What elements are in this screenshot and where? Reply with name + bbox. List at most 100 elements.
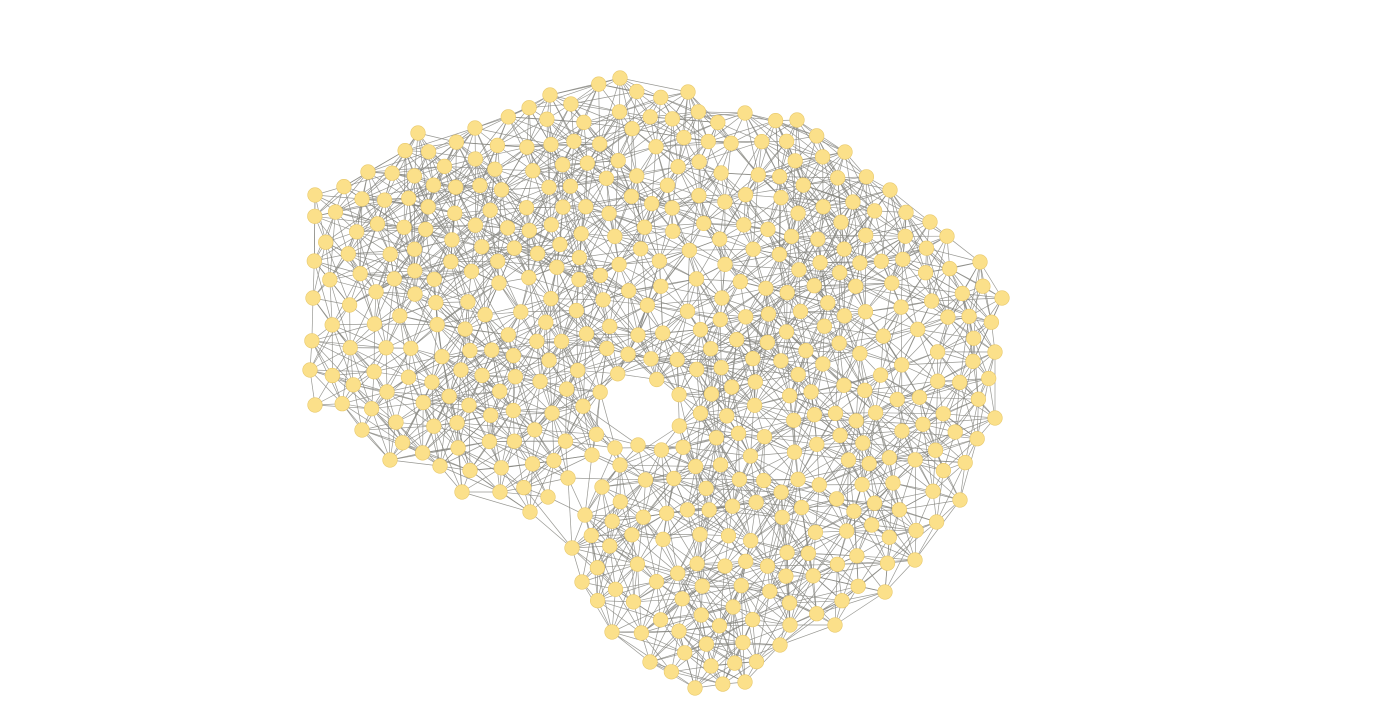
graph-node[interactable] bbox=[723, 135, 739, 151]
graph-node[interactable] bbox=[717, 558, 733, 574]
graph-node[interactable] bbox=[453, 362, 469, 378]
graph-node[interactable] bbox=[378, 340, 394, 356]
graph-node[interactable] bbox=[425, 177, 442, 193]
graph-node[interactable] bbox=[829, 556, 846, 572]
graph-node[interactable] bbox=[735, 634, 751, 651]
graph-node[interactable] bbox=[436, 158, 453, 174]
graph-node[interactable] bbox=[382, 452, 398, 468]
graph-node[interactable] bbox=[815, 199, 831, 215]
graph-node[interactable] bbox=[747, 374, 763, 390]
graph-node[interactable] bbox=[543, 136, 559, 153]
graph-node[interactable] bbox=[415, 445, 431, 461]
graph-node[interactable] bbox=[748, 653, 765, 670]
graph-node[interactable] bbox=[791, 262, 807, 278]
graph-node[interactable] bbox=[543, 217, 559, 233]
graph-node[interactable] bbox=[541, 179, 557, 195]
graph-node[interactable] bbox=[467, 217, 484, 233]
graph-node[interactable] bbox=[655, 325, 671, 341]
graph-node[interactable] bbox=[652, 612, 669, 628]
graph-node[interactable] bbox=[759, 558, 776, 574]
graph-node[interactable] bbox=[773, 190, 789, 206]
graph-node[interactable] bbox=[583, 527, 599, 544]
graph-node[interactable] bbox=[505, 348, 522, 364]
graph-node[interactable] bbox=[424, 374, 440, 390]
graph-node[interactable] bbox=[898, 204, 914, 220]
graph-node[interactable] bbox=[696, 215, 712, 231]
graph-node[interactable] bbox=[688, 271, 705, 287]
graph-node[interactable] bbox=[462, 342, 478, 359]
graph-node[interactable] bbox=[756, 472, 772, 489]
graph-node[interactable] bbox=[384, 165, 400, 181]
graph-node[interactable] bbox=[525, 163, 541, 179]
graph-node[interactable] bbox=[306, 253, 322, 269]
graph-node[interactable] bbox=[866, 495, 883, 511]
graph-node[interactable] bbox=[966, 330, 982, 346]
graph-node[interactable] bbox=[719, 408, 735, 424]
graph-node[interactable] bbox=[519, 139, 535, 155]
graph-node[interactable] bbox=[467, 120, 483, 136]
graph-node[interactable] bbox=[366, 364, 382, 380]
graph-node[interactable] bbox=[864, 517, 880, 533]
graph-node[interactable] bbox=[529, 245, 546, 262]
graph-node[interactable] bbox=[952, 374, 968, 391]
graph-node[interactable] bbox=[952, 492, 968, 508]
graph-node[interactable] bbox=[462, 462, 478, 479]
graph-node[interactable] bbox=[322, 272, 338, 288]
graph-node[interactable] bbox=[972, 254, 988, 270]
graph-node[interactable] bbox=[834, 593, 850, 609]
graph-node[interactable] bbox=[681, 242, 698, 258]
graph-node[interactable] bbox=[369, 216, 386, 232]
graph-node[interactable] bbox=[663, 664, 680, 680]
graph-node[interactable] bbox=[789, 112, 805, 128]
graph-node[interactable] bbox=[858, 169, 875, 185]
graph-node[interactable] bbox=[607, 228, 623, 244]
graph-node[interactable] bbox=[810, 231, 826, 247]
graph-node[interactable] bbox=[571, 250, 588, 266]
graph-node[interactable] bbox=[500, 327, 516, 343]
graph-node[interactable] bbox=[307, 208, 323, 224]
graph-node[interactable] bbox=[595, 292, 611, 308]
graph-node[interactable] bbox=[807, 524, 824, 540]
graph-node[interactable] bbox=[482, 202, 498, 218]
graph-node[interactable] bbox=[493, 460, 509, 476]
graph-node[interactable] bbox=[910, 321, 926, 338]
graph-node[interactable] bbox=[491, 275, 507, 291]
graph-node[interactable] bbox=[922, 214, 938, 230]
graph-node[interactable] bbox=[644, 196, 660, 212]
graph-node[interactable] bbox=[792, 303, 809, 320]
graph-node[interactable] bbox=[388, 414, 404, 430]
graph-node[interactable] bbox=[911, 389, 928, 405]
graph-node[interactable] bbox=[875, 328, 891, 344]
graph-node[interactable] bbox=[670, 159, 686, 175]
graph-node[interactable] bbox=[758, 280, 774, 296]
graph-node[interactable] bbox=[845, 194, 861, 210]
graph-node[interactable] bbox=[594, 479, 610, 495]
graph-node[interactable] bbox=[935, 463, 952, 479]
graph-node[interactable] bbox=[717, 256, 733, 273]
graph-node[interactable] bbox=[907, 552, 923, 568]
graph-node[interactable] bbox=[543, 291, 559, 307]
graph-node[interactable] bbox=[643, 351, 659, 367]
graph-node[interactable] bbox=[529, 333, 545, 349]
graph-node[interactable] bbox=[778, 324, 795, 340]
graph-node[interactable] bbox=[671, 418, 687, 434]
graph-node[interactable] bbox=[693, 607, 709, 623]
graph-node[interactable] bbox=[407, 286, 423, 302]
graph-node[interactable] bbox=[708, 430, 725, 446]
graph-node[interactable] bbox=[786, 412, 802, 428]
graph-node[interactable] bbox=[881, 529, 897, 545]
graph-node[interactable] bbox=[629, 83, 645, 100]
graph-node[interactable] bbox=[803, 384, 819, 400]
graph-node[interactable] bbox=[881, 450, 898, 466]
graph-node[interactable] bbox=[827, 405, 844, 422]
graph-node[interactable] bbox=[620, 346, 636, 362]
graph-node[interactable] bbox=[725, 599, 741, 615]
graph-node[interactable] bbox=[546, 453, 562, 469]
graph-node[interactable] bbox=[489, 137, 506, 153]
graph-node[interactable] bbox=[653, 442, 670, 458]
graph-node[interactable] bbox=[434, 349, 450, 365]
graph-node[interactable] bbox=[557, 433, 574, 449]
graph-node[interactable] bbox=[555, 199, 571, 215]
graph-node[interactable] bbox=[815, 356, 831, 372]
graph-node[interactable] bbox=[832, 427, 848, 444]
